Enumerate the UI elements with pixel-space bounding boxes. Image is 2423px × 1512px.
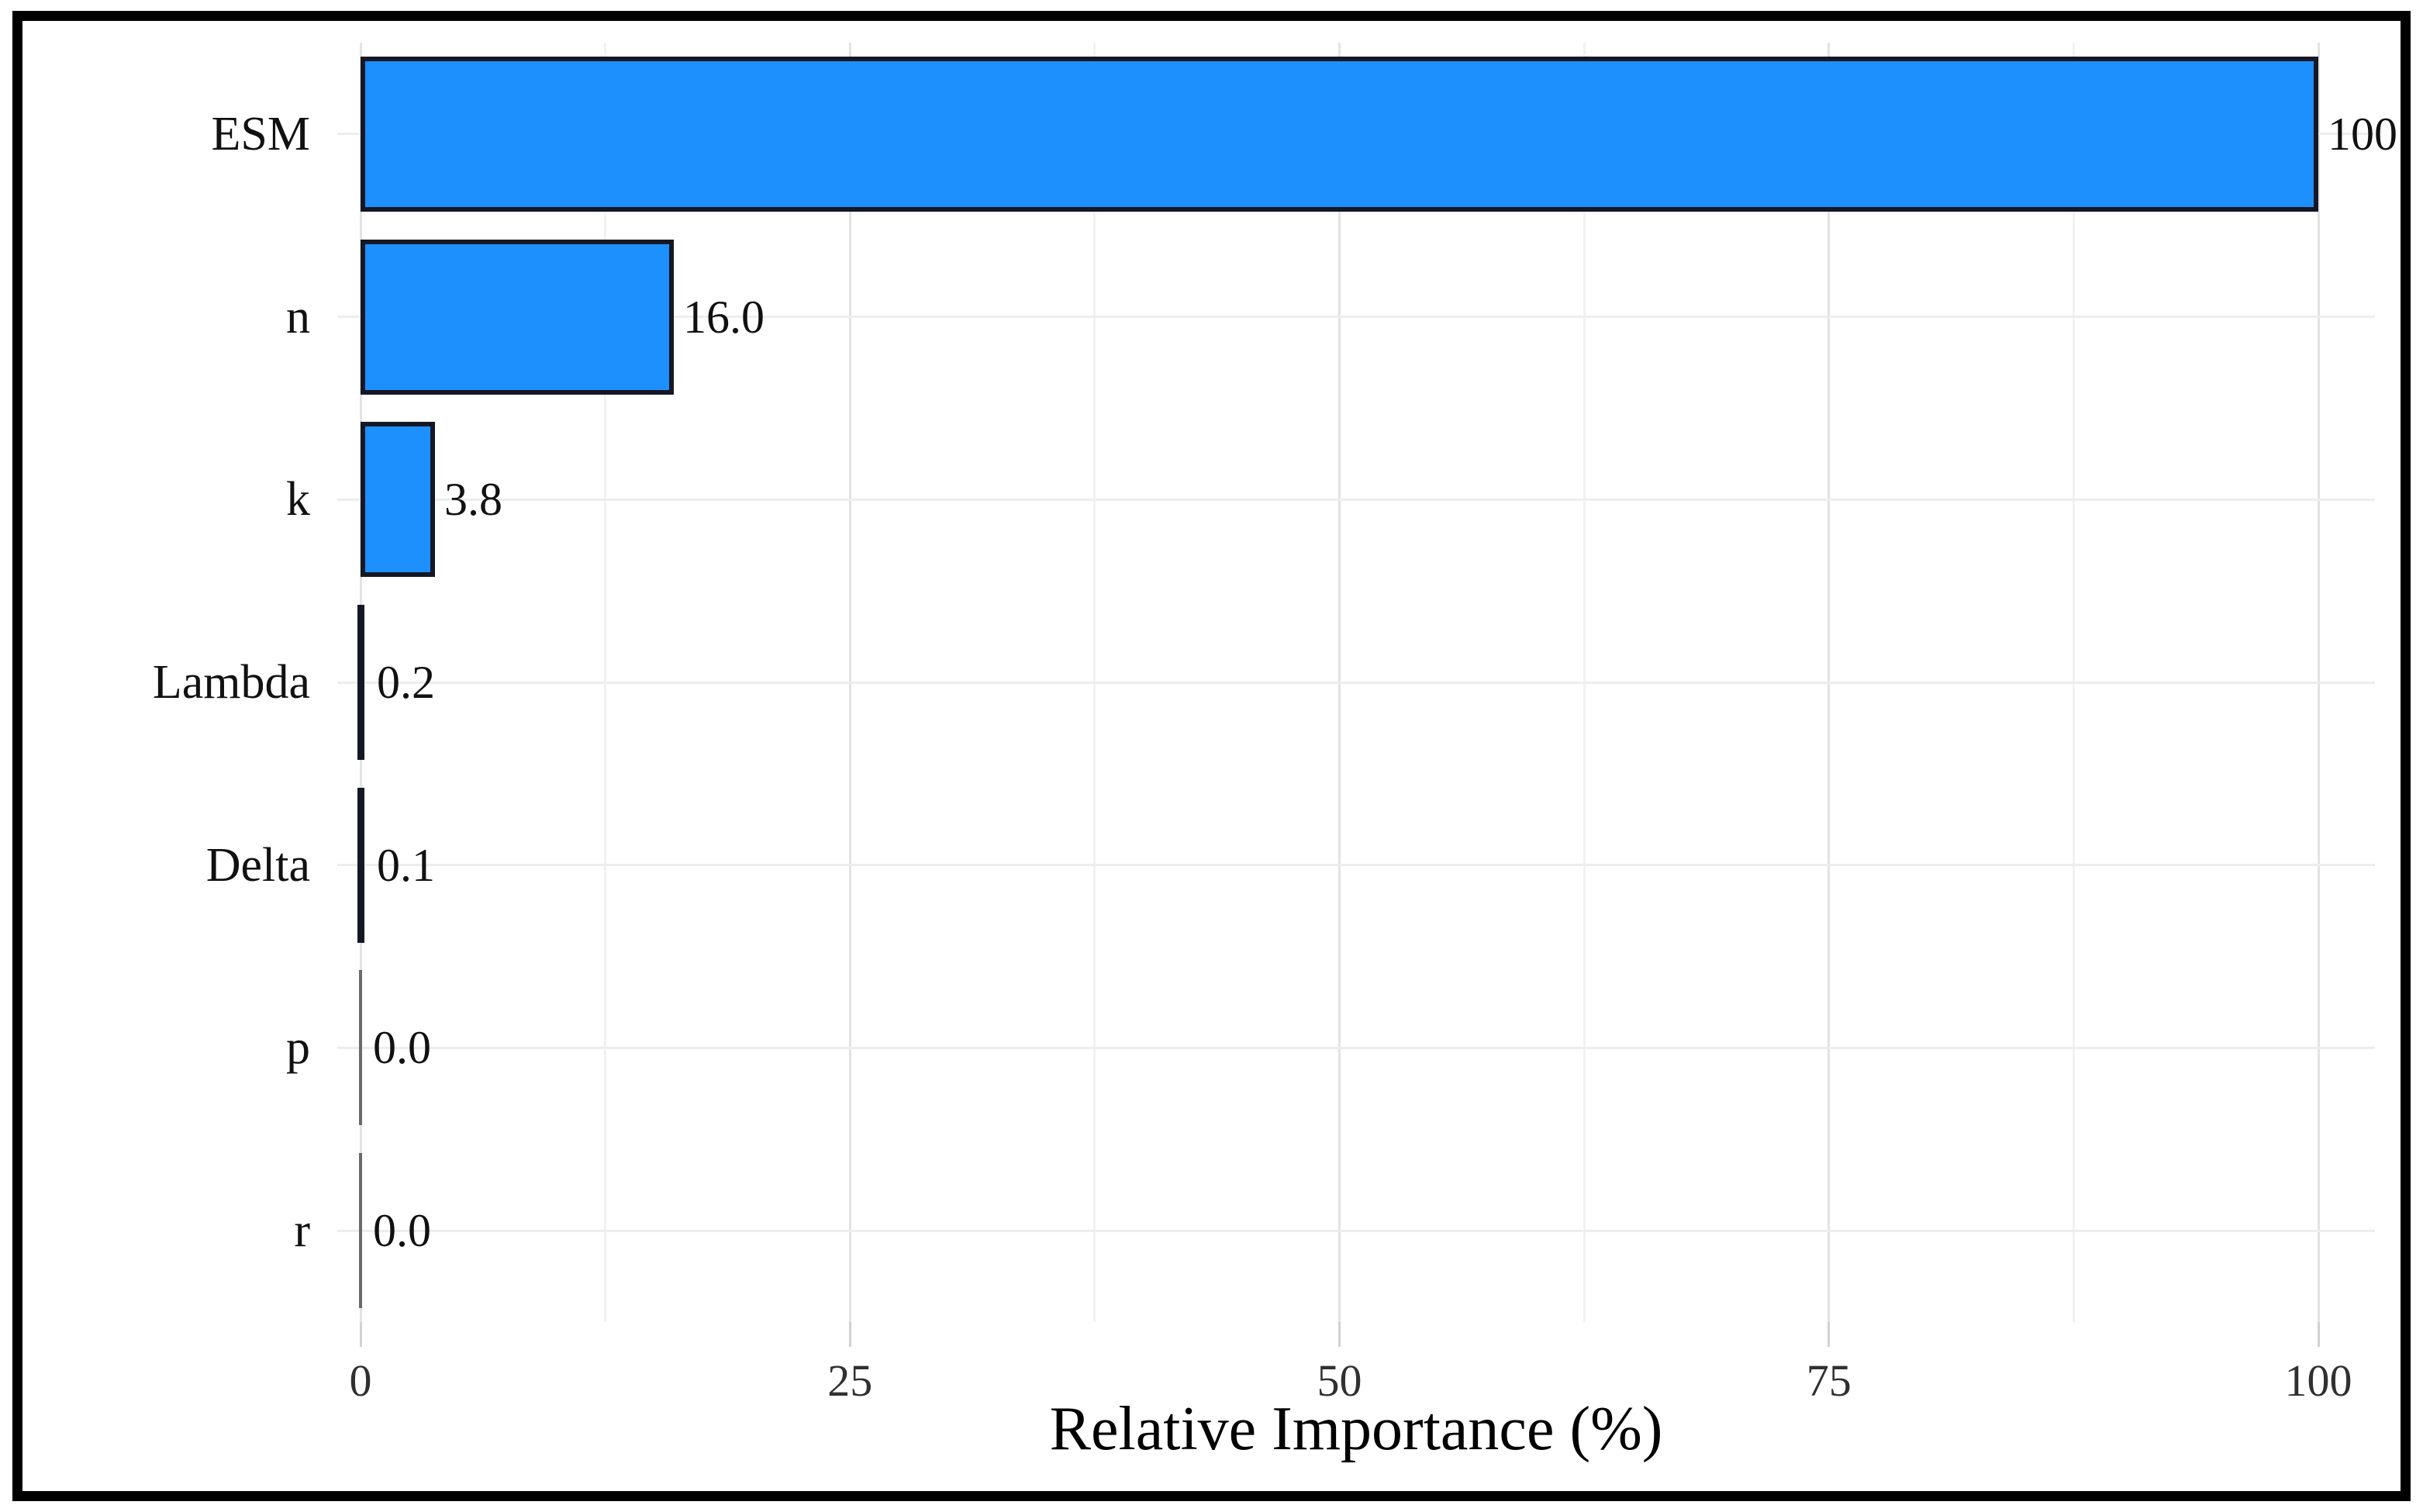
y-axis-label: k (286, 473, 310, 526)
y-axis-label: p (286, 1021, 310, 1075)
bar-value-label: 0.2 (377, 657, 435, 708)
figure-border-frame (12, 11, 2411, 1501)
x-axis-tick-label: 50 (1317, 1355, 1362, 1406)
bar-value-label: 16.0 (683, 291, 765, 343)
y-axis-label: ESM (211, 107, 310, 161)
bar-value-label: 3.8 (444, 474, 502, 526)
h-gridline (337, 1229, 2375, 1232)
x-axis-tick (2317, 1322, 2320, 1347)
h-gridline (337, 316, 2375, 319)
bar (359, 970, 362, 1126)
bar (359, 1153, 362, 1309)
x-axis-tick-label: 25 (827, 1355, 873, 1406)
h-gridline (337, 1046, 2375, 1049)
x-axis-tick-label: 75 (1806, 1355, 1852, 1406)
category-row (337, 957, 2375, 1140)
bar (357, 787, 364, 943)
x-axis-tick-label: 0 (349, 1355, 372, 1406)
category-row (337, 1139, 2375, 1322)
bar (361, 239, 674, 395)
bar-value-label: 0.0 (373, 1022, 431, 1074)
x-axis-tick-label: 100 (2284, 1355, 2352, 1406)
h-gridline (337, 498, 2375, 501)
category-row (337, 774, 2375, 957)
y-axis-label: n (286, 290, 310, 343)
bar-value-label: 0.1 (377, 839, 435, 891)
y-axis-label: r (294, 1204, 310, 1258)
x-axis-tick (1828, 1322, 1831, 1347)
category-row (337, 408, 2375, 591)
y-axis-label: Lambda (152, 656, 310, 709)
h-gridline (337, 681, 2375, 684)
plot-area: 0 25 50 75 100 ESM 100 n 16.0 k 3.8 Lambda 0.2 Delta 0… (153, 43, 2397, 1406)
bar (361, 56, 2318, 212)
h-gridline (337, 864, 2375, 867)
y-axis-label: Delta (205, 838, 310, 892)
bar-value-label: 0.0 (373, 1205, 431, 1257)
category-row (337, 591, 2375, 774)
bar (357, 605, 364, 760)
x-axis-tick (1338, 1322, 1341, 1347)
x-axis-tick (848, 1322, 851, 1347)
x-axis-title: Relative Importance (%) (1049, 1395, 1663, 1463)
bar (361, 422, 435, 578)
x-axis-tick (359, 1322, 362, 1347)
bar-value-label: 100 (2328, 108, 2397, 160)
